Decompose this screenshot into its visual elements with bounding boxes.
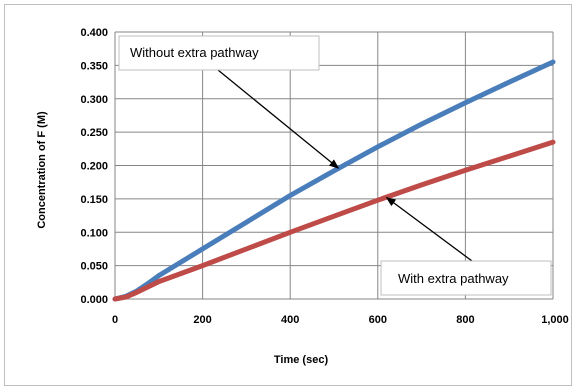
y-tick-label: 0.300 (80, 94, 108, 106)
y-tick-label: 0.150 (80, 194, 108, 206)
callout-without-extra-pathway-box (118, 35, 320, 71)
callout-with-extra-pathway-label: With extra pathway (398, 271, 509, 286)
callout-arrow (385, 196, 473, 262)
series-line-with-extra-pathway (112, 139, 556, 302)
x-tick-label: 600 (369, 314, 387, 326)
y-tick-label: 0.050 (80, 261, 108, 273)
x-tick-label: 1,000 (541, 314, 569, 326)
y-tick-label: 0.400 (80, 27, 108, 39)
x-tick-label: 0 (112, 314, 118, 326)
y-tick-label: 0.000 (80, 294, 108, 306)
callout-without-extra-pathway-label: Without extra pathway (130, 45, 259, 60)
y-tick-label: 0.100 (80, 227, 108, 239)
x-axis-title: Time (sec) (274, 354, 329, 366)
y-tick-label: 0.250 (80, 127, 108, 139)
x-tick-label: 400 (281, 314, 299, 326)
x-tick-label: 200 (193, 314, 211, 326)
callout-with-extra-pathway-box (380, 260, 552, 296)
chart-frame (4, 4, 572, 386)
callout-arrow (217, 69, 340, 169)
y-tick-label: 0.350 (80, 60, 108, 72)
y-tick-label: 0.200 (80, 161, 108, 173)
y-axis-title: Concentration of F (M) (36, 111, 48, 229)
x-tick-label: 800 (456, 314, 474, 326)
